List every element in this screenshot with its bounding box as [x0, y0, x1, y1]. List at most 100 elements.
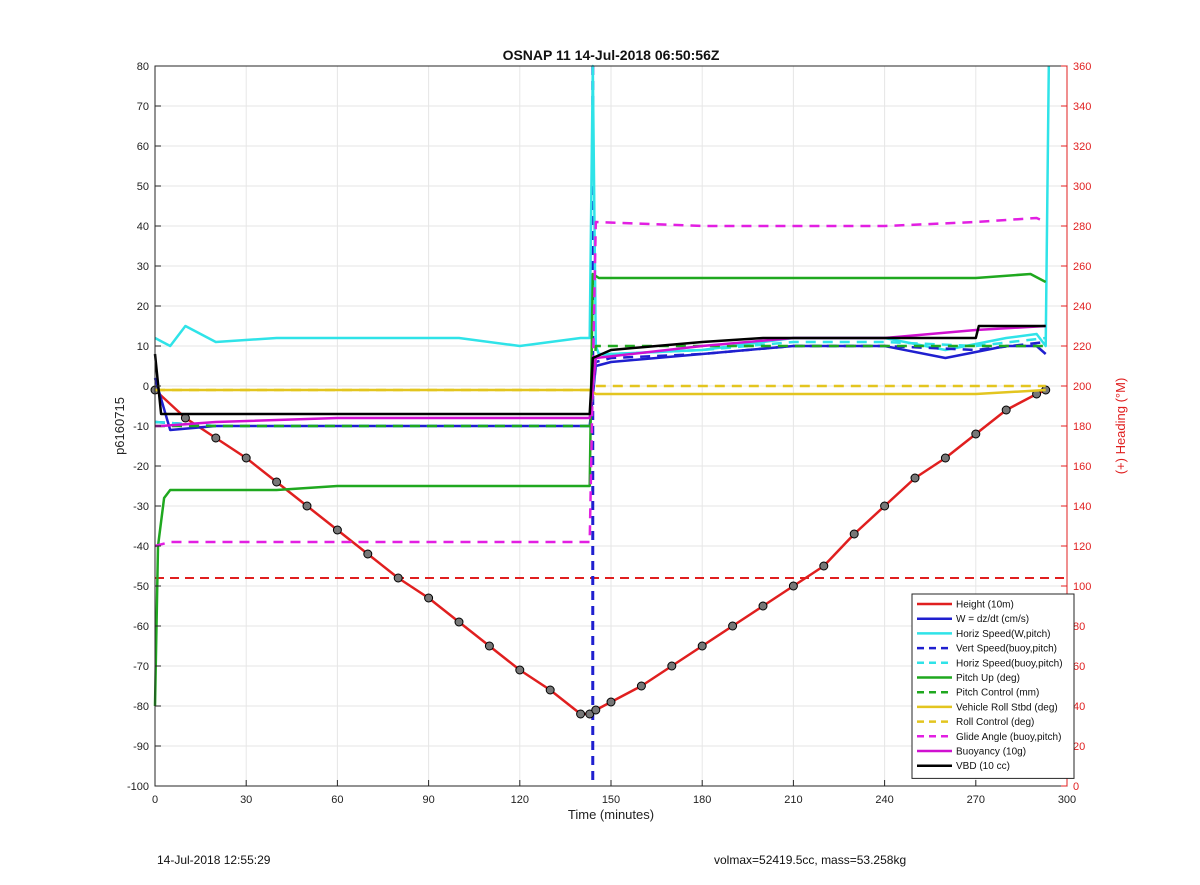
legend: Height (10m) W = dz/dt (cm/s) Horiz Speed(… — [911, 593, 1075, 779]
legend-label: Roll Control (deg) — [956, 717, 1034, 728]
series-point-height-10m — [241, 453, 251, 463]
series-point-height-10m — [393, 573, 403, 583]
y-tick-label: 30 — [137, 261, 149, 273]
x-tick-label: 240 — [875, 794, 893, 806]
y-tick-label: -90 — [133, 741, 149, 753]
plot-area — [150, 64, 1067, 786]
y2-tick-label: 100 — [1073, 581, 1091, 593]
y2-axis-label: (+) Heading (°M) — [1113, 378, 1128, 475]
y-tick-label: 10 — [137, 341, 149, 353]
series-point-height-10m — [576, 709, 586, 719]
series-point-height-10m — [758, 601, 768, 611]
x-tick-label: 270 — [967, 794, 985, 806]
x-tick-label: 90 — [422, 794, 434, 806]
legend-label: Pitch Control (mm) — [956, 688, 1039, 699]
y-tick-label: 70 — [137, 101, 149, 113]
series-point-height-10m — [272, 477, 282, 487]
y2-tick-label: 60 — [1073, 661, 1085, 673]
y-tick-label: -60 — [133, 621, 149, 633]
y-tick-label: 20 — [137, 301, 149, 313]
series-point-height-10m — [819, 561, 829, 571]
y-tick-label: 0 — [143, 381, 149, 393]
footer-vehicle-params: volmax=52419.5cc, mass=53.258kg — [714, 853, 907, 867]
y2-tick-label: 260 — [1073, 261, 1091, 273]
footer-timestamp: 14-Jul-2018 12:55:29 — [157, 853, 271, 867]
y2-tick-label: 200 — [1073, 381, 1091, 393]
y-tick-label: -50 — [133, 581, 149, 593]
series-point-height-10m — [606, 697, 616, 707]
series-point-height-10m — [788, 581, 798, 591]
y-tick-label: -20 — [133, 461, 149, 473]
y-tick-label: -40 — [133, 541, 149, 553]
y-tick-label: 50 — [137, 181, 149, 193]
series-point-height-10m — [515, 665, 525, 675]
series-point-height-10m — [332, 525, 342, 535]
series-point-height-10m — [1001, 405, 1011, 415]
y2-tick-label: 120 — [1073, 541, 1091, 553]
series-line-pitch-control-mm — [155, 344, 1046, 428]
y-tick-label: -70 — [133, 661, 149, 673]
x-tick-label: 210 — [784, 794, 802, 806]
y-tick-label: -100 — [127, 781, 149, 793]
x-tick-label: 180 — [693, 794, 711, 806]
x-tick-label: 0 — [152, 794, 158, 806]
y2-tick-label: 240 — [1073, 301, 1091, 313]
series-point-height-10m — [940, 453, 950, 463]
series-point-height-10m — [302, 501, 312, 511]
chart-title: OSNAP 11 14-Jul-2018 06:50:56Z — [503, 47, 720, 63]
y-tick-label: 80 — [137, 61, 149, 73]
y2-tick-label: 80 — [1073, 621, 1085, 633]
y2-tick-label: 360 — [1073, 61, 1091, 73]
y2-tick-label: 280 — [1073, 221, 1091, 233]
series-point-height-10m — [211, 433, 221, 443]
y2-tick-label: 340 — [1073, 101, 1091, 113]
series-point-height-10m — [484, 641, 494, 651]
legend-box — [911, 593, 1075, 779]
series-point-height-10m — [971, 429, 981, 439]
series-point-height-10m — [636, 681, 646, 691]
legend-label: Height (10m) — [956, 600, 1014, 611]
series-line-roll-control-deg — [155, 384, 1046, 392]
y2-tick-label: 140 — [1073, 501, 1091, 513]
series-point-height-10m — [849, 529, 859, 539]
x-tick-label: 120 — [511, 794, 529, 806]
series-line-vehicle-roll-stbd-deg — [155, 388, 1046, 396]
series-point-height-10m — [697, 641, 707, 651]
series-point-height-10m — [880, 501, 890, 511]
legend-label: Buoyancy (10g) — [956, 747, 1026, 758]
legend-label: Vehicle Roll Stbd (deg) — [956, 702, 1058, 713]
series-point-height-10m — [424, 593, 434, 603]
x-axis-label: Time (minutes) — [568, 807, 654, 822]
series-point-height-10m — [667, 661, 677, 671]
y2-tick-label: 180 — [1073, 421, 1091, 433]
series-line-horiz-speed-w-pitch — [154, 64, 1051, 356]
legend-label: W = dz/dt (cm/s) — [956, 614, 1029, 625]
y2-tick-label: 300 — [1073, 181, 1091, 193]
legend-label: VBD (10 cc) — [956, 761, 1010, 772]
series-point-height-10m — [363, 549, 373, 559]
series-point-height-10m — [591, 705, 601, 715]
y-tick-label: 40 — [137, 221, 149, 233]
x-tick-label: 30 — [240, 794, 252, 806]
series-point-height-10m — [585, 709, 595, 719]
x-tick-label: 300 — [1058, 794, 1076, 806]
y-tick-label: -10 — [133, 421, 149, 433]
series-point-height-10m — [728, 621, 738, 631]
y2-tick-label: 0 — [1073, 781, 1079, 793]
y2-tick-label: 20 — [1073, 741, 1085, 753]
x-tick-label: 150 — [602, 794, 620, 806]
series-point-height-10m — [910, 473, 920, 483]
series-line-buoyancy-10g — [155, 324, 1046, 428]
y2-tick-label: 160 — [1073, 461, 1091, 473]
y-tick-label: -80 — [133, 701, 149, 713]
y2-tick-label: 320 — [1073, 141, 1091, 153]
y2-tick-label: 40 — [1073, 701, 1085, 713]
y-axis-label: p6160715 — [112, 397, 127, 455]
legend-label: Horiz Speed(buoy,pitch) — [956, 658, 1063, 669]
y-tick-label: 60 — [137, 141, 149, 153]
y-tick-label: -30 — [133, 501, 149, 513]
legend-label: Glide Angle (buoy,pitch) — [956, 732, 1061, 743]
series-line-vbd-10-cc — [153, 324, 1046, 416]
series-line-glide-angle-buoy-pitch — [154, 216, 1047, 548]
